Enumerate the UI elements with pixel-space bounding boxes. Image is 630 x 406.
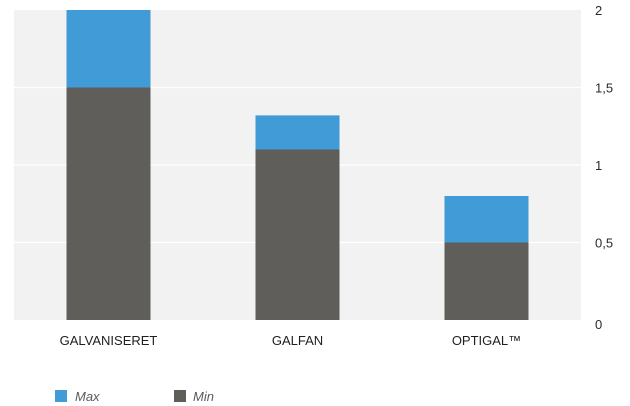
bar-max-2	[444, 196, 529, 243]
bar-min-1	[255, 149, 340, 320]
bar-max-0	[66, 10, 151, 88]
x-category-label-1: GALFAN	[272, 333, 323, 348]
x-axis-labels: GALVANISERET GALFAN OPTIGAL™	[60, 333, 522, 348]
bar-max-1	[255, 115, 340, 150]
bars	[66, 10, 529, 320]
y-tick-label-2: 1	[595, 158, 602, 173]
legend-label-max: Max	[75, 389, 100, 404]
x-category-label-2: OPTIGAL™	[452, 333, 521, 348]
legend-swatch-min	[174, 390, 186, 402]
y-tick-label-0: 0	[595, 317, 602, 332]
legend: Max Min	[55, 389, 214, 404]
legend-swatch-max	[55, 390, 67, 402]
bar-min-2	[444, 242, 529, 320]
y-axis-ticks: 0 0,5 1 1,5 2	[595, 3, 613, 332]
x-category-label-0: GALVANISERET	[60, 333, 158, 348]
y-tick-label-3: 1,5	[595, 81, 613, 96]
legend-label-min: Min	[193, 389, 214, 404]
bar-min-0	[66, 87, 151, 320]
y-tick-label-1: 0,5	[595, 236, 613, 251]
y-tick-label-4: 2	[595, 3, 602, 18]
